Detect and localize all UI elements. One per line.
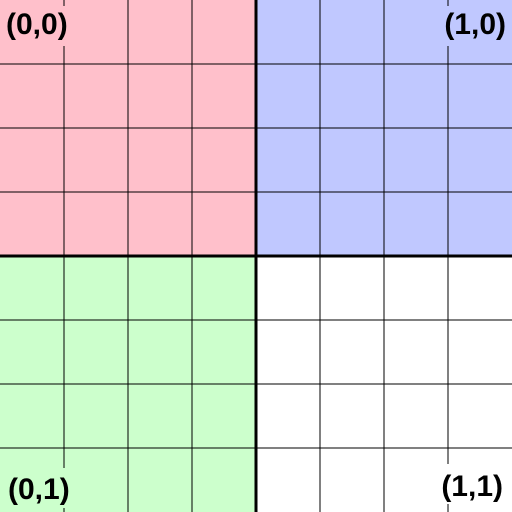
label-backdrop-0-0 — [4, 6, 84, 46]
quadrant-label-1-1: (1,1) — [441, 470, 503, 503]
quadrant-label-0-0: (0,0) — [6, 8, 68, 41]
label-backdrop-1-0 — [430, 6, 510, 46]
label-backdrop-1-1 — [426, 464, 508, 504]
quadrant-label-1-0: (1,0) — [444, 8, 506, 41]
quadrant-label-0-1: (0,1) — [8, 473, 70, 506]
label-backdrop-0-1 — [4, 468, 84, 508]
